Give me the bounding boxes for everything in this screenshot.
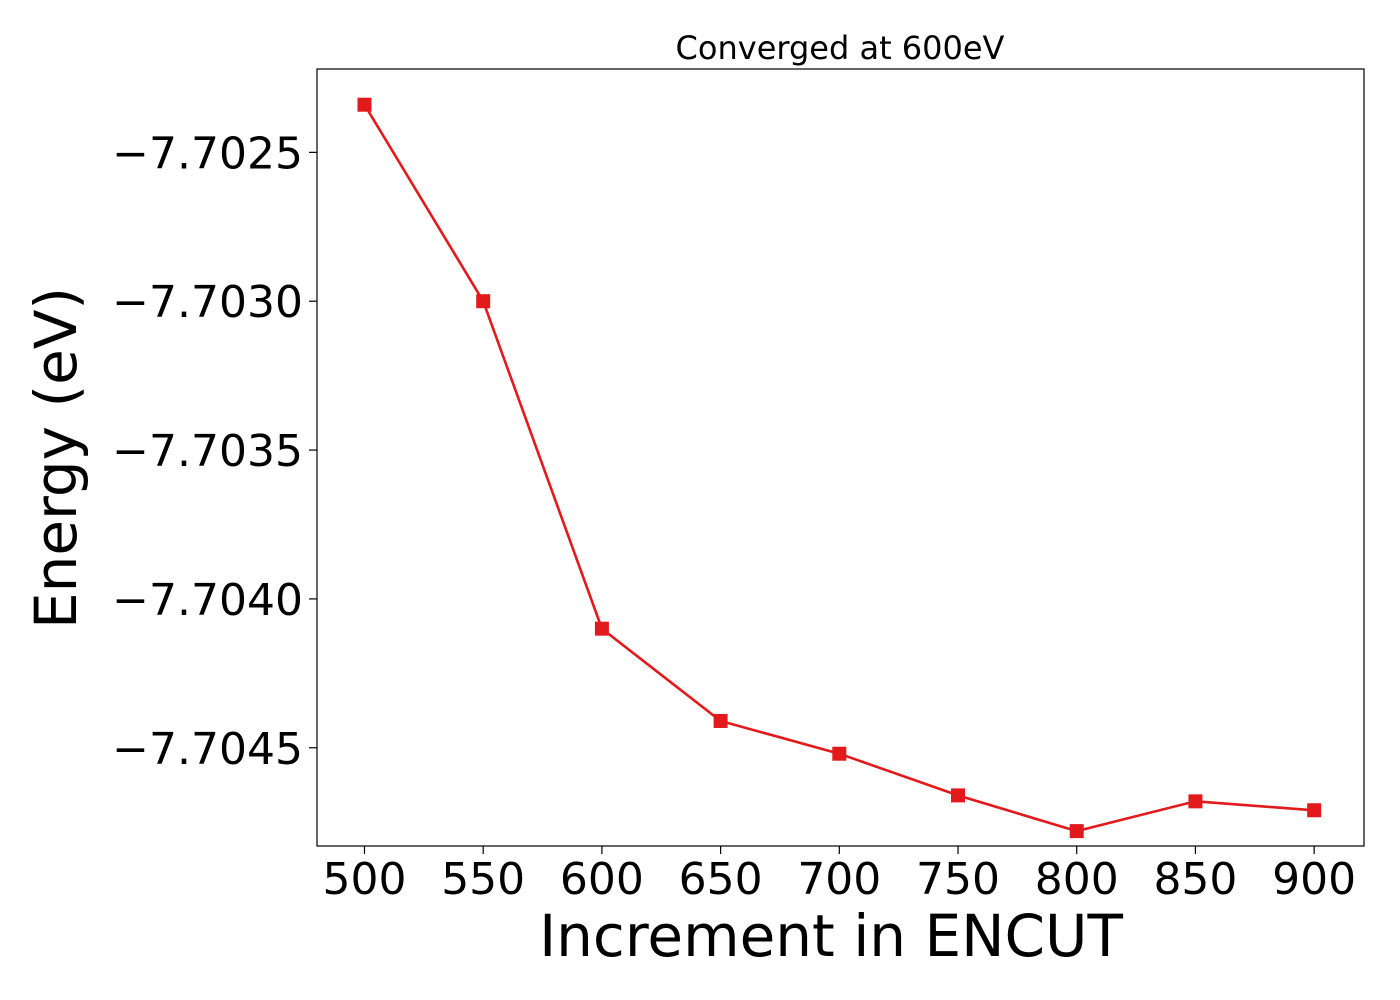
data-point-marker (1188, 794, 1203, 809)
y-tick-label: −7.7030 (112, 277, 303, 328)
x-tick-label: 500 (322, 854, 406, 905)
y-tick-label: −7.7040 (112, 575, 303, 626)
data-point-marker (951, 788, 966, 803)
x-tick-label: 800 (1035, 854, 1119, 905)
chart-title: Converged at 600eV (676, 29, 1005, 67)
x-axis: 500 550 600 650 700 750 800 850 900 (322, 846, 1356, 905)
y-tick-label: −7.7035 (112, 426, 303, 477)
y-tick-label: −7.7045 (112, 724, 303, 775)
data-point-marker (713, 713, 728, 728)
y-tick-label: −7.7025 (112, 128, 303, 179)
series-layer (357, 97, 1322, 839)
y-axis: −7.7025 −7.7030 −7.7035 −7.7040 −7.7045 (112, 128, 317, 775)
x-tick-label: 550 (441, 854, 525, 905)
data-point-marker (594, 621, 609, 636)
data-point-marker (357, 97, 372, 112)
x-tick-label: 650 (679, 854, 763, 905)
x-tick-label: 900 (1272, 854, 1356, 905)
x-tick-label: 750 (916, 854, 1000, 905)
x-tick-label: 700 (797, 854, 881, 905)
x-tick-label: 600 (560, 854, 644, 905)
data-point-marker (832, 746, 847, 761)
data-point-marker (1307, 803, 1322, 818)
data-point-marker (476, 294, 491, 309)
y-axis-label: Energy (eV) (22, 287, 90, 629)
x-axis-label: Increment in ENCUT (539, 902, 1123, 970)
series-line (363, 104, 1315, 833)
plot-area-frame (316, 68, 1365, 847)
data-point-marker (1069, 824, 1084, 839)
x-tick-label: 850 (1153, 854, 1237, 905)
